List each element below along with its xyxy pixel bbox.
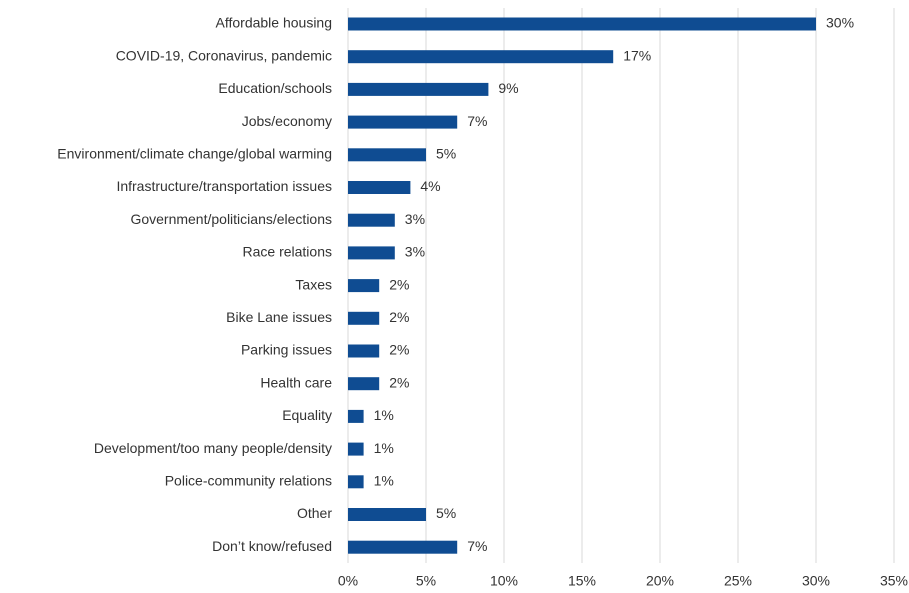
data-label: 3% — [405, 211, 425, 227]
data-label: 2% — [389, 342, 409, 358]
x-tick-label: 20% — [646, 573, 674, 589]
bar — [348, 377, 380, 391]
y-tick-label: COVID-19, Coronavirus, pandemic — [116, 47, 332, 63]
y-tick-label: Race relations — [243, 244, 333, 260]
bar — [348, 82, 489, 96]
y-tick-label: Other — [297, 505, 332, 521]
y-tick-label: Equality — [282, 407, 332, 423]
bar — [348, 115, 458, 129]
y-tick-label: Government/politicians/elections — [130, 211, 332, 227]
x-tick-label: 25% — [724, 573, 752, 589]
y-tick-label: Health care — [260, 374, 332, 390]
data-label: 30% — [826, 15, 854, 31]
data-label: 9% — [498, 80, 518, 96]
bar — [348, 344, 380, 358]
bar — [348, 246, 395, 260]
y-tick-label: Jobs/economy — [242, 113, 332, 129]
bar — [348, 475, 364, 489]
bar — [348, 148, 426, 162]
x-tick-label: 10% — [490, 573, 518, 589]
bar — [348, 213, 395, 227]
bar — [348, 409, 364, 423]
x-tick-label: 0% — [338, 573, 358, 589]
y-tick-label: Education/schools — [218, 80, 332, 96]
data-label: 2% — [389, 374, 409, 390]
y-tick-label: Environment/climate change/global warmin… — [57, 146, 332, 162]
bar — [348, 442, 364, 456]
y-tick-label: Taxes — [295, 276, 332, 292]
bar — [348, 181, 411, 194]
bar — [348, 311, 380, 325]
y-tick-label: Infrastructure/transportation issues — [116, 178, 332, 194]
bar — [348, 50, 614, 64]
data-label: 7% — [467, 538, 487, 554]
data-label: 5% — [436, 505, 456, 521]
data-label: 5% — [436, 146, 456, 162]
x-tick-label: 30% — [802, 573, 830, 589]
y-tick-label: Development/too many people/density — [94, 440, 332, 456]
y-tick-label: Affordable housing — [216, 15, 333, 31]
data-label: 17% — [623, 47, 651, 63]
bar — [348, 508, 426, 521]
y-tick-label: Don’t know/refused — [212, 538, 332, 554]
y-tick-label: Parking issues — [241, 342, 332, 358]
data-label: 1% — [374, 473, 394, 489]
data-label: 2% — [389, 309, 409, 325]
data-label: 1% — [374, 407, 394, 423]
bar — [348, 540, 458, 554]
bar — [348, 279, 380, 293]
bar — [348, 17, 816, 31]
data-label: 7% — [467, 113, 487, 129]
y-tick-label: Bike Lane issues — [226, 309, 332, 325]
x-tick-label: 35% — [880, 573, 908, 589]
data-label: 1% — [374, 440, 394, 456]
data-label: 3% — [405, 244, 425, 260]
x-tick-label: 15% — [568, 573, 596, 589]
data-label: 2% — [389, 276, 409, 292]
y-tick-label: Police-community relations — [165, 473, 332, 489]
data-label: 4% — [420, 178, 440, 194]
x-tick-label: 5% — [416, 573, 436, 589]
